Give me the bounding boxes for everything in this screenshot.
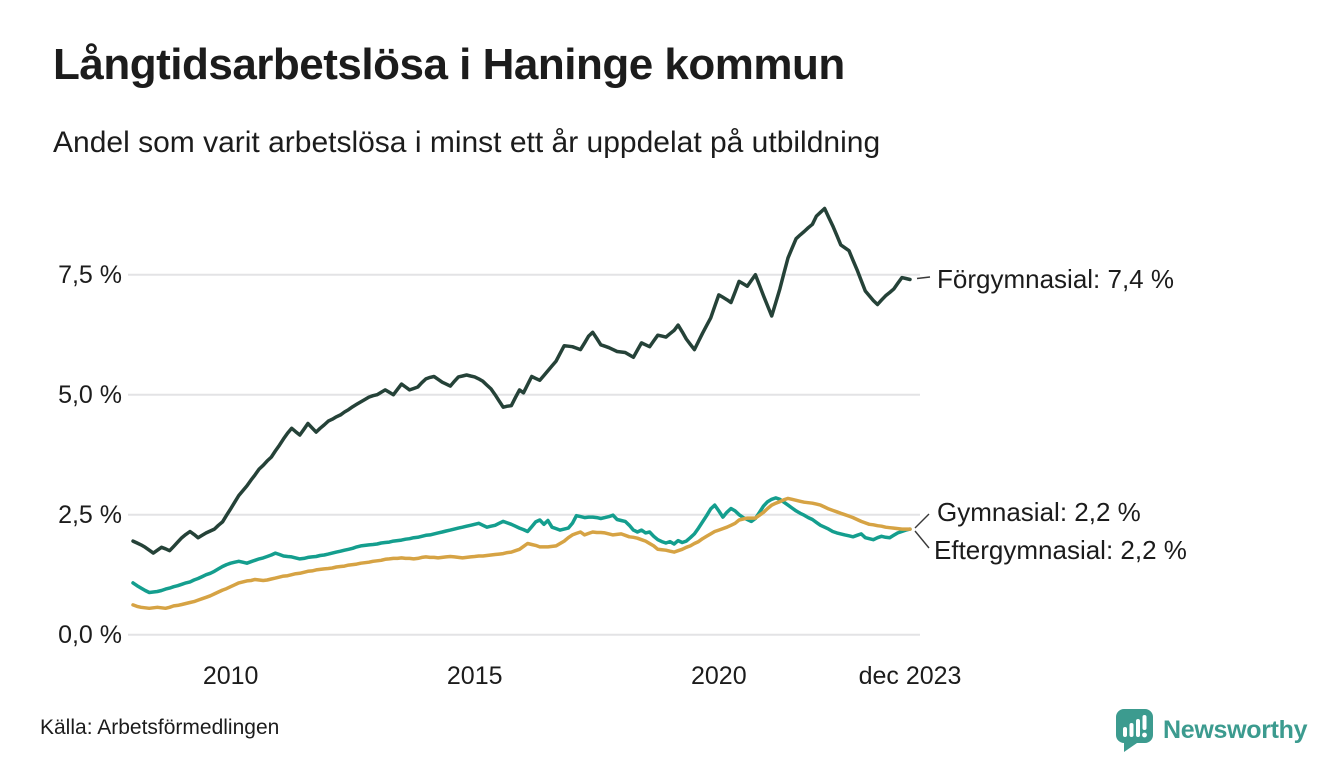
series-line-eftergymnasial xyxy=(131,496,912,611)
page-subtitle: Andel som varit arbetslösa i minst ett å… xyxy=(53,126,881,159)
y-axis-tick-label: 7,5 % xyxy=(58,260,122,289)
x-axis-tick-label: dec 2023 xyxy=(858,662,962,690)
series-label-gymnasial: Gymnasial: 2,2 % xyxy=(937,497,1141,527)
series-label-forgymnasial: Förgymnasial: 7,4 % xyxy=(937,264,1174,294)
series-line-forgymnasial xyxy=(131,206,912,555)
newsworthy-bubble-chart-icon xyxy=(1116,709,1153,752)
x-axis-tick-label: 2010 xyxy=(202,662,259,690)
newsworthy-wordmark: Newsworthy xyxy=(1163,716,1308,744)
y-axis-tick-label: 0,0 % xyxy=(58,620,122,649)
newsworthy-logo: Newsworthy xyxy=(1115,708,1308,753)
label-connector xyxy=(914,513,930,529)
page-title: Långtidsarbetslösa i Haninge kommun xyxy=(53,40,845,89)
series-label-eftergymnasial: Eftergymnasial: 2,2 % xyxy=(934,535,1187,565)
x-axis-tick-label: 2020 xyxy=(690,662,747,690)
label-connector xyxy=(916,276,931,280)
y-axis-tick-label: 5,0 % xyxy=(58,380,122,409)
x-axis-tick-label: 2015 xyxy=(446,662,503,690)
label-connector xyxy=(914,530,930,549)
series-line-gymnasial xyxy=(131,496,912,595)
source-note: Källa: Arbetsförmedlingen xyxy=(40,716,280,739)
y-axis-tick-label: 2,5 % xyxy=(58,500,122,529)
